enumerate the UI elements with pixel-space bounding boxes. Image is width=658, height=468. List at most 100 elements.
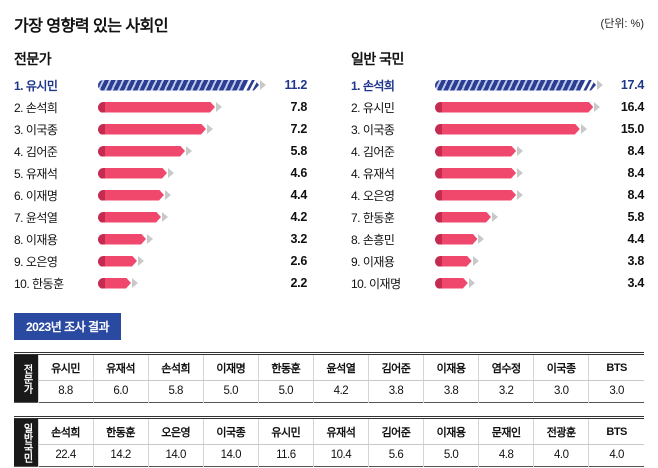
value-label: 4.6 [290,166,308,180]
table-value-cell: 4.8 [478,444,534,467]
bar-tip-icon [597,80,603,90]
value-label: 4.4 [627,232,645,246]
value-bar [98,124,206,135]
value-label: 11.2 [284,78,308,92]
bar-tip-icon [216,102,222,112]
table-name-cell: 이재명 [202,353,259,381]
chart-header: 전문가 [14,51,52,67]
chart-row: 9. 이재용 3.8 [351,254,645,269]
bar-track [435,80,603,91]
table-value-cell: 14.0 [202,444,259,467]
value-label: 3.8 [627,254,645,268]
bar-charts: 전문가 1. 유시민 11.2 2. 손석희 7.8 3. 이국종 7.2 [14,49,645,291]
table-value-cell: 4.2 [312,380,369,403]
table-value-cell: 5.0 [423,444,479,467]
table-name-cell: 이국종 [533,353,589,381]
bar-track [98,256,266,267]
table-name-cell: 한동훈 [257,353,314,381]
bar-tip-icon [472,256,479,266]
table-name-cell: 이국종 [202,417,259,445]
table-name-cell: 이재용 [423,353,479,381]
page-title: 가장 영향력 있는 사회인 [14,18,169,35]
table-name-cell: 유시민 [257,417,314,445]
chart-row: 8. 손흥민 4.4 [351,232,645,247]
value-bar [435,190,516,201]
table-value-cell: 3.2 [478,380,534,403]
value-bar [435,278,468,289]
chart-rows: 1. 손석희 17.4 2. 유시민 16.4 3. 이국종 15.0 4. 김… [351,78,645,291]
table-value-cell: 10.4 [312,444,369,467]
bar-tip-icon [517,168,524,178]
value-label: 17.4 [620,78,644,92]
value-bar [435,256,472,267]
table-value-cell: 4.0 [533,444,589,467]
rank-name-label: 4. 김어준 [351,144,395,159]
table-name-cell: BTS [588,353,644,381]
bar-tip-icon [517,146,524,156]
rank-name-label: 10. 이재명 [351,276,401,291]
table-name-cell: 이재용 [423,417,479,445]
value-bar [98,102,215,113]
value-label: 15.0 [620,122,644,136]
rank-name-label: 10. 한동훈 [14,276,64,291]
value-label: 7.8 [290,100,308,114]
value-bar [435,80,596,91]
bar-tip-icon [132,278,138,288]
rank-name-label: 7. 한동훈 [351,210,395,225]
table-row-header: 일반국민 [14,417,38,467]
value-label: 2.6 [290,254,308,268]
chart-row: 1. 손석희 17.4 [351,78,644,93]
chart-row: 10. 한동훈 2.2 [14,276,307,291]
value-label: 3.2 [290,232,308,246]
chart-row: 9. 오은영 2.6 [14,254,308,269]
table-name-cell: 유시민 [37,353,94,381]
bar-track [98,102,266,113]
bar-tip-icon [468,278,475,288]
bar-track [435,256,603,267]
chart-row: 4. 김어준 5.8 [14,144,307,159]
rank-name-label: 8. 손흥민 [351,232,395,247]
value-label: 16.4 [620,100,644,114]
table-value-cell: 14.0 [147,444,204,467]
chart-header: 일반 국민 [351,51,404,67]
table-value-cell: 11.6 [257,444,314,467]
value-label: 5.8 [627,210,645,224]
table-name-cell: 김어준 [367,353,424,381]
bar-track [435,124,603,135]
table-value-cell: 4.0 [588,444,644,467]
chart-row: 4. 유재석 8.4 [351,166,644,181]
rank-name-label: 3. 이국종 [14,122,58,137]
rank-name-label: 4. 오은영 [351,188,395,203]
chart-row: 8. 이재용 3.2 [14,232,308,247]
bar-track [435,102,603,113]
table-name-cell: BTS [588,417,644,445]
bar-tip-icon [492,212,498,222]
table-name-cell: 유재석 [92,353,149,381]
bar-track [98,234,266,245]
table-name-cell: 김어준 [367,417,424,445]
bar-tip-icon [517,190,524,200]
chart-row: 1. 유시민 11.2 [14,78,308,93]
value-bar [98,80,259,91]
chart-row: 3. 이국종 15.0 [351,122,644,137]
bar-track [98,124,266,135]
bar-tip-icon [478,234,485,244]
value-bar [98,234,146,245]
table-row-header: 전문가 [14,353,38,403]
chart-row: 10. 이재명 3.4 [351,276,644,291]
table-name-cell: 한동훈 [92,417,149,445]
rank-name-label: 8. 이재용 [14,232,58,247]
table-name-cell: 윤석열 [312,353,369,381]
bar-track [98,278,266,289]
table-name-cell: 전광훈 [533,417,589,445]
value-bar [98,212,161,223]
chart-row: 7. 윤석열 4.2 [14,210,307,225]
bar-tip-icon [147,234,153,244]
header-bar: 가장 영향력 있는 사회인 (단위: %) [14,12,644,36]
rank-name-label: 7. 윤석열 [14,210,58,225]
table-name-cell: 손석희 [147,353,204,381]
bar-track [435,278,603,289]
rank-name-label: 9. 오은영 [14,254,58,269]
table-value-cell: 5.6 [367,444,424,467]
